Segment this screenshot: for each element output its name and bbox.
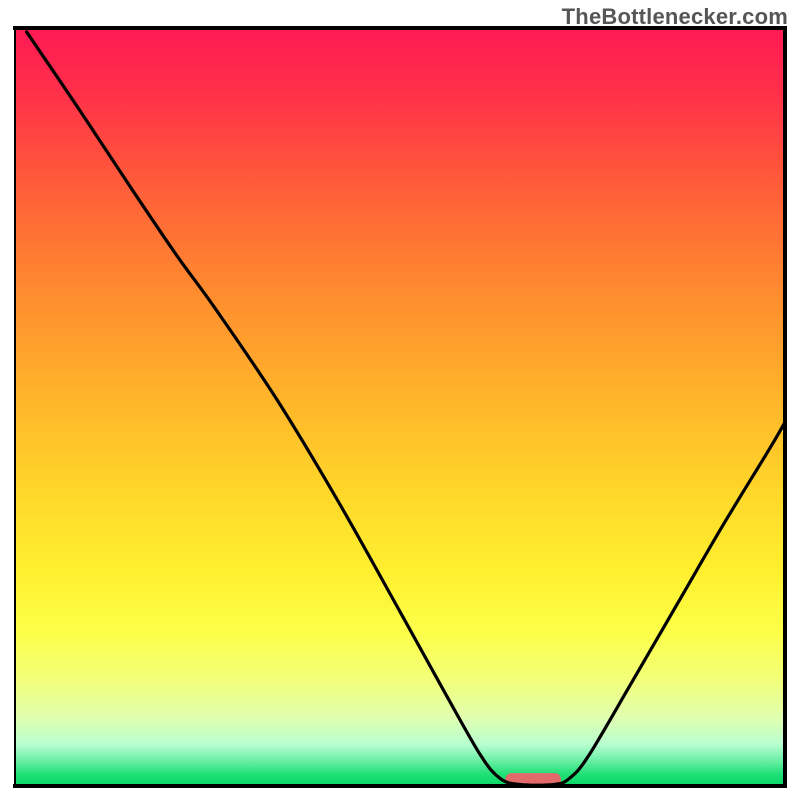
bottleneck-chart: TheBottlenecker.com <box>0 0 800 800</box>
plot-svg <box>0 0 800 800</box>
plot-background <box>15 28 785 786</box>
